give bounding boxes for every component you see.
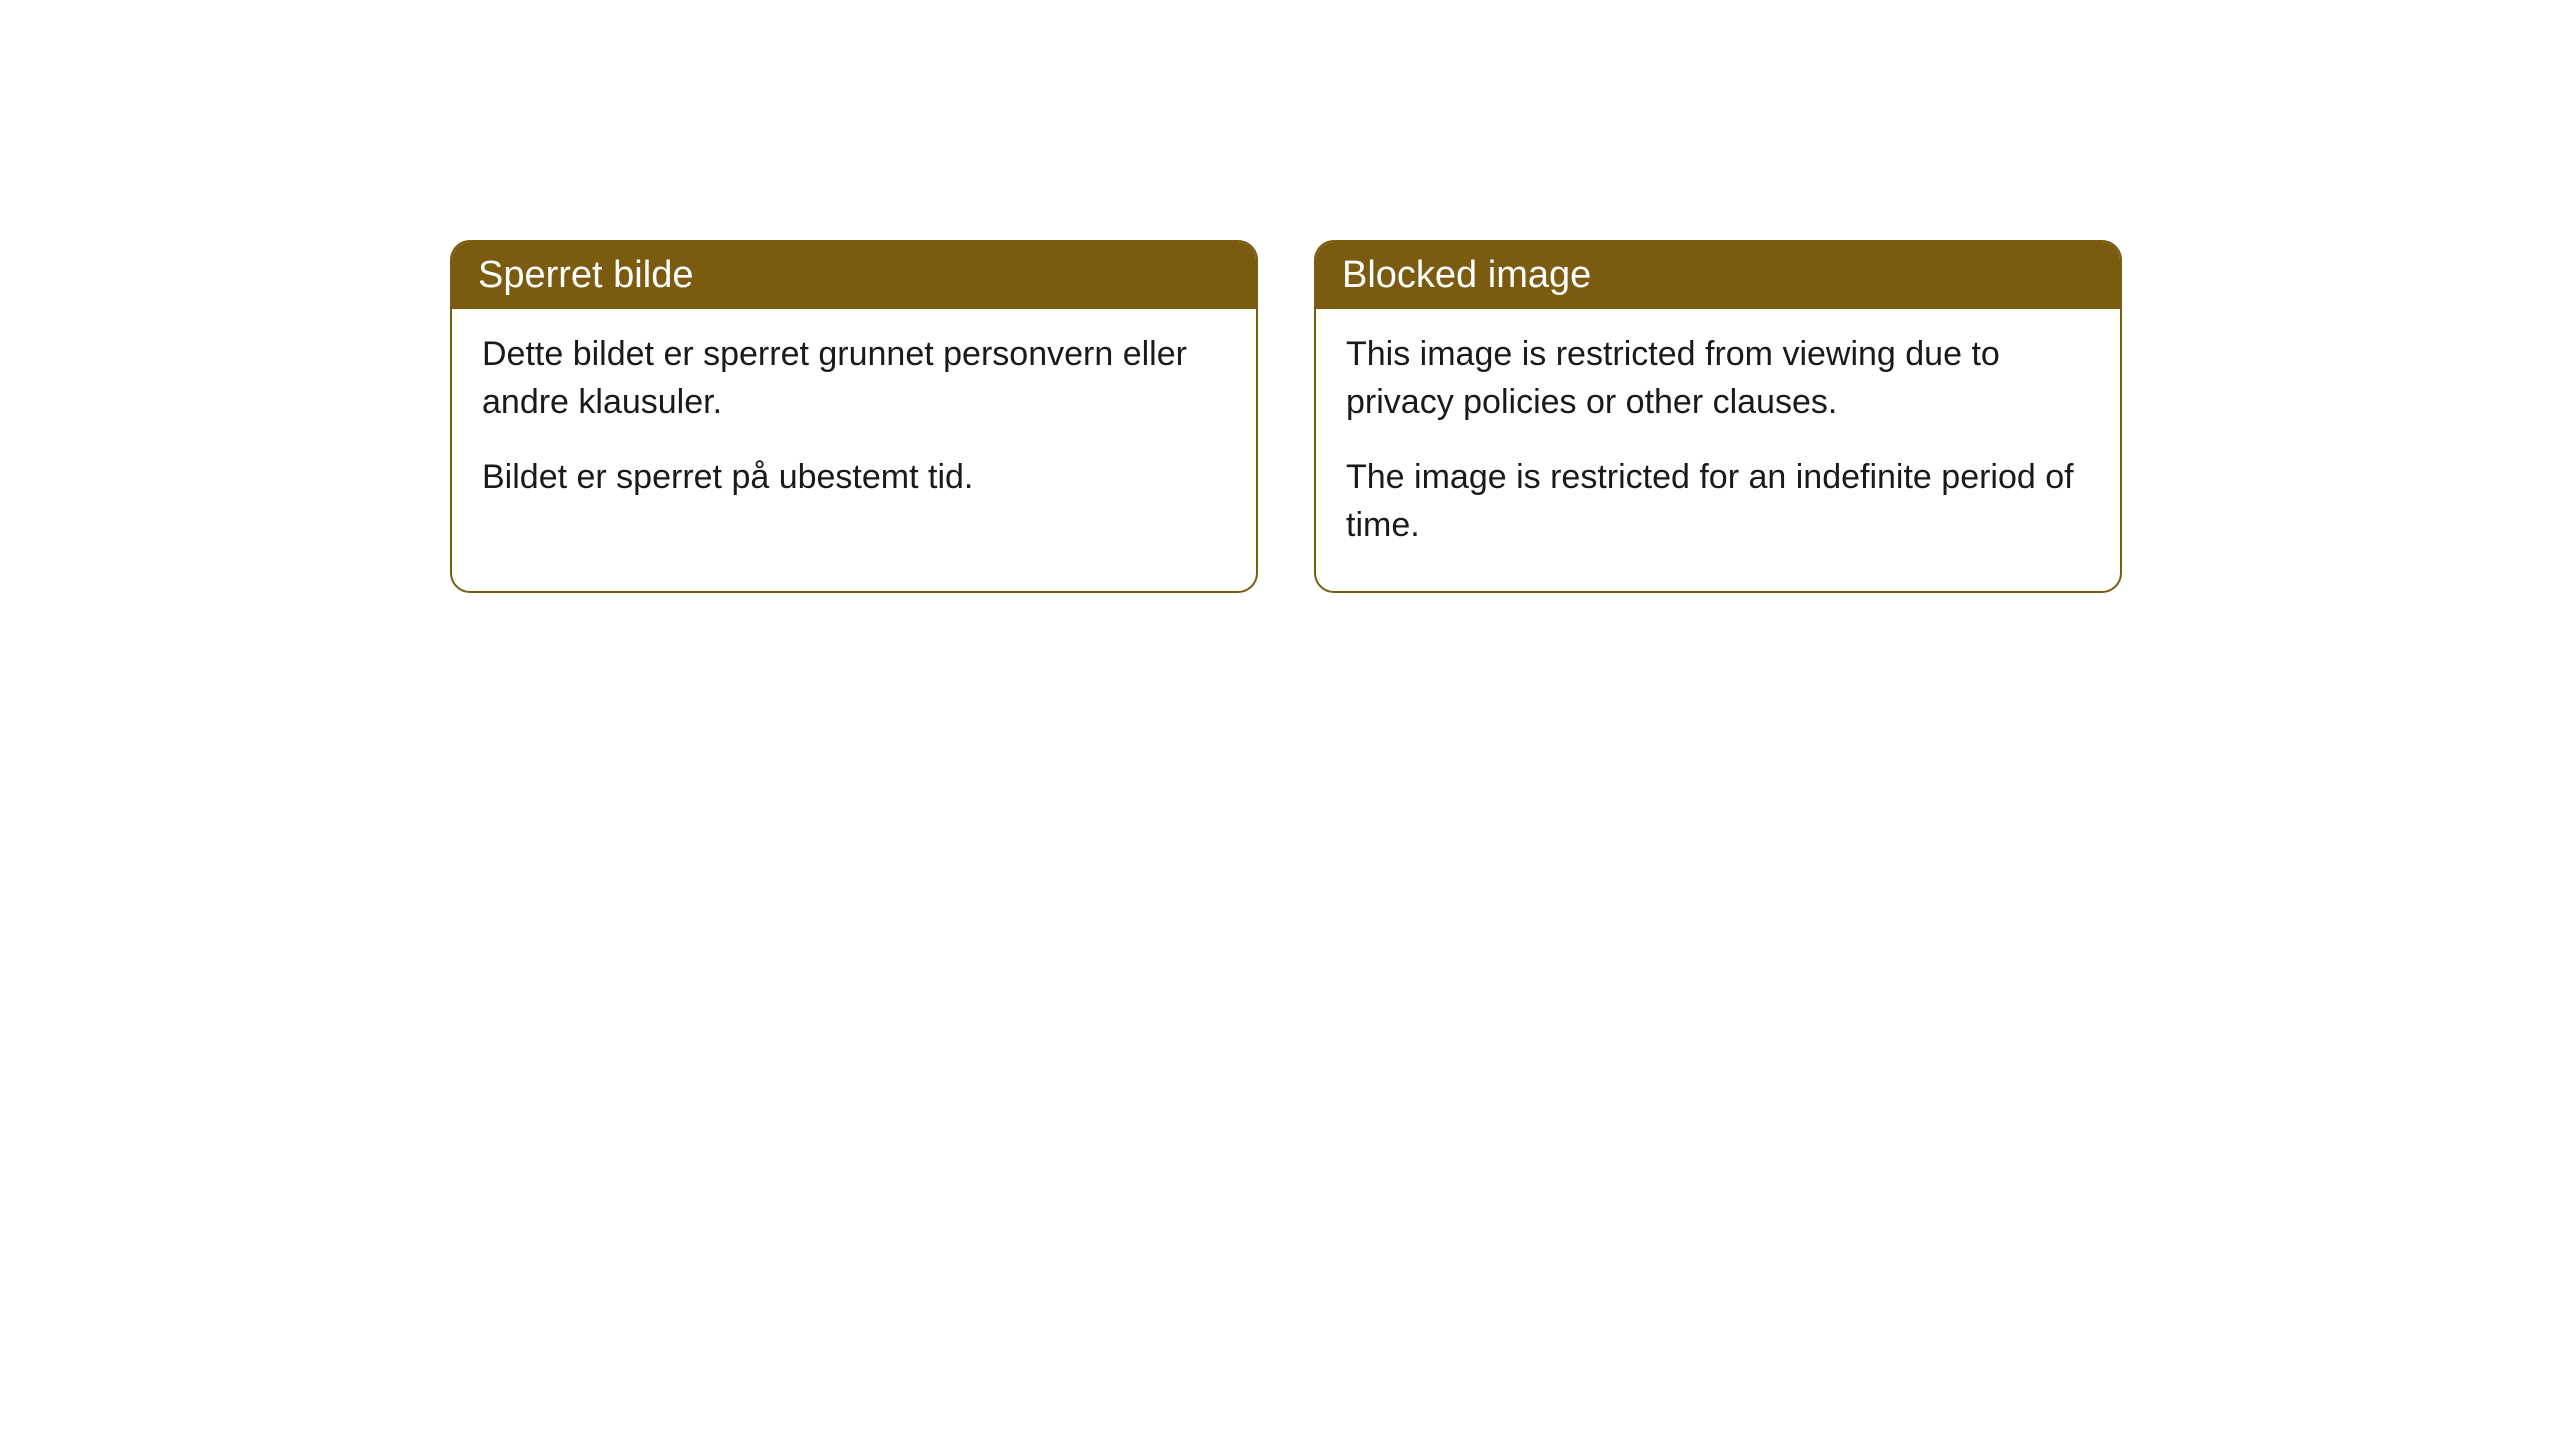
card-paragraph-1: Dette bildet er sperret grunnet personve… xyxy=(482,331,1226,426)
card-title: Sperret bilde xyxy=(478,254,693,296)
blocked-image-card-norwegian: Sperret bilde Dette bildet er sperret gr… xyxy=(450,240,1258,593)
card-header-norwegian: Sperret bilde xyxy=(452,242,1256,309)
card-paragraph-2: Bildet er sperret på ubestemt tid. xyxy=(482,454,1226,502)
card-body-english: This image is restricted from viewing du… xyxy=(1316,309,2120,591)
card-title: Blocked image xyxy=(1342,254,1591,296)
card-body-norwegian: Dette bildet er sperret grunnet personve… xyxy=(452,309,1256,544)
card-header-english: Blocked image xyxy=(1316,242,2120,309)
blocked-image-card-english: Blocked image This image is restricted f… xyxy=(1314,240,2122,593)
card-paragraph-2: The image is restricted for an indefinit… xyxy=(1346,454,2090,549)
cards-container: Sperret bilde Dette bildet er sperret gr… xyxy=(450,240,2560,593)
card-paragraph-1: This image is restricted from viewing du… xyxy=(1346,331,2090,426)
